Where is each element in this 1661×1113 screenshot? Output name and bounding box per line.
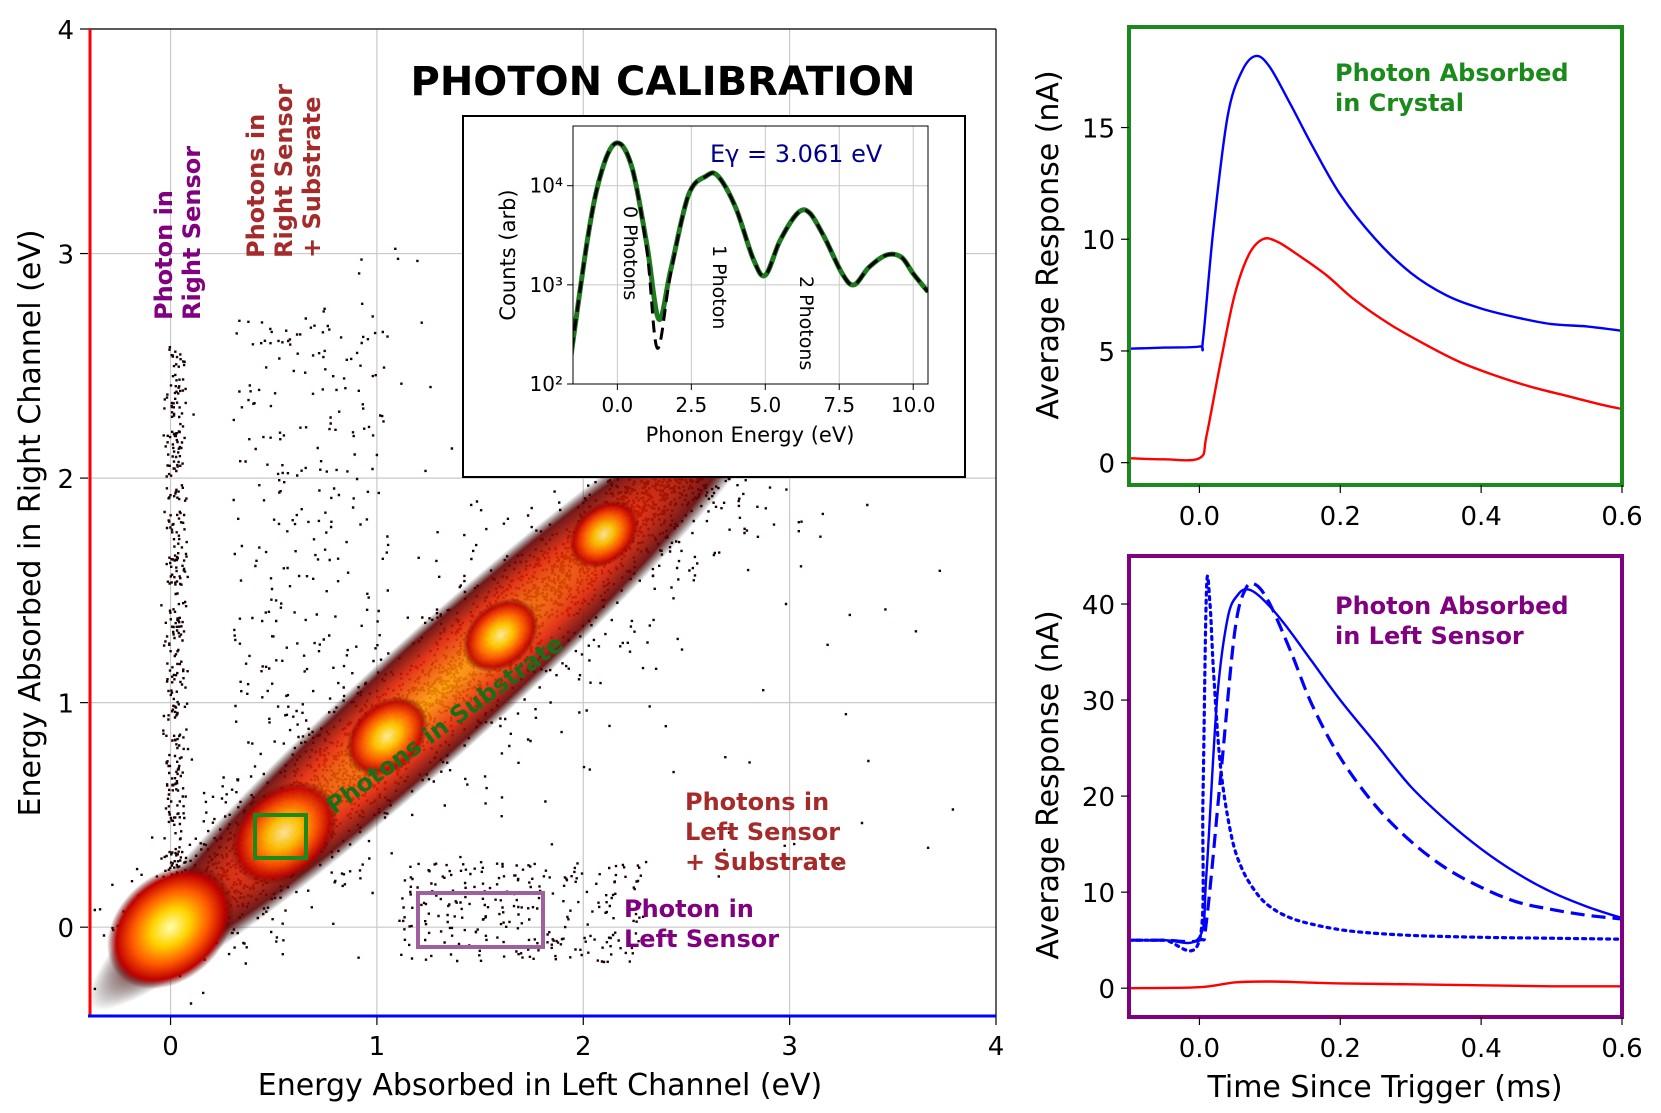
crystal-plot-ticks: 0.0 0.2 0.4 0.6 0 5 10 15	[1082, 115, 1643, 532]
inset-x-tick-label: 7.5	[823, 393, 855, 417]
selection-box-left-sensor	[416, 891, 545, 949]
main-y-tick-label: 0	[57, 914, 74, 944]
inset-spectrum-plot: 0.0 2.5 5.0 7.5 10.0 10² 10³ 10⁴ Phonon Energy …	[462, 115, 966, 478]
inset-frame	[462, 115, 966, 478]
inset-peak-label-2: 2 Photons	[795, 276, 817, 370]
left-sensor-y-tick-label: 10	[1082, 879, 1115, 909]
left-sensor-response-series	[1129, 574, 1622, 990]
selection-box-crystal	[253, 813, 308, 860]
inset-peak-label-2-text: 2 Photons	[795, 276, 817, 370]
left-sensor-plot-legend: Photon Absorbed in Left Sensor	[1335, 592, 1569, 650]
crystal-x-tick-label: 0.2	[1320, 502, 1361, 532]
inset-y-tick-label: 10⁴	[530, 174, 563, 198]
inset-x-tick-label: 2.5	[675, 393, 707, 417]
left-sensor-y-tick-label: 30	[1082, 687, 1115, 717]
left-sensor-plot-ticks: 0.0 0.2 0.4 0.6 0 10 20 30 40	[1082, 591, 1643, 1064]
inset-series	[573, 140, 928, 360]
left-sensor-series-blue-solid	[1129, 588, 1622, 945]
label-right-sensor: Photon inRight Sensor	[150, 146, 206, 320]
inset-peak-label-1-text: 1 Photon	[708, 245, 730, 329]
left-sensor-x-tick-label: 0.0	[1179, 1034, 1220, 1064]
main-y-tick-label: 1	[57, 690, 74, 720]
density-blob	[346, 696, 429, 777]
left-sensor-y-tick-label: 40	[1082, 591, 1115, 621]
inset-peak-label-0-text: 0 Photons	[619, 206, 641, 300]
left-sensor-x-tick-label: 0.6	[1601, 1034, 1642, 1064]
left-sensor-plot-x-label: Time Since Trigger (ms)	[1206, 1070, 1562, 1105]
main-y-label: Energy Absorbed in Right Channel (eV)	[13, 229, 48, 816]
inset-y-label: Counts (arb)	[496, 189, 520, 320]
inset-peak-label-0: 0 Photons	[619, 206, 641, 300]
main-scatter-plot: 0 1 2 3 4 0 1 2 3 4 PHOTON CALIBRATION Energy Abs…	[13, 16, 1004, 1103]
crystal-plot-y-label: Average Response (nA)	[1031, 70, 1066, 419]
left-sensor-y-tick-label: 0	[1098, 975, 1115, 1005]
main-x-tick-label: 0	[162, 1032, 179, 1062]
main-x-tick-label: 2	[575, 1032, 592, 1062]
main-y-tick-label: 2	[57, 465, 74, 495]
main-y-tick-label: 3	[57, 241, 74, 271]
crystal-y-tick-label: 0	[1098, 450, 1115, 480]
inset-peak-label-1: 1 Photon	[708, 245, 730, 329]
inset-ticks: 0.0 2.5 5.0 7.5 10.0 10² 10³ 10⁴	[530, 174, 936, 417]
crystal-y-tick-label: 15	[1082, 115, 1115, 145]
inset-series-fit	[573, 141, 928, 353]
left-sensor-series-blue-dotted	[1129, 574, 1622, 953]
label-right-sensor-substrate: Photons inRight Sensor+ Substrate	[242, 84, 326, 258]
inset-y-tick-label: 10³	[530, 273, 563, 297]
crystal-response-series	[1129, 54, 1622, 462]
crystal-series-red	[1129, 237, 1622, 462]
main-x-label: Energy Absorbed in Left Channel (eV)	[258, 1068, 822, 1103]
inset-x-label: Phonon Energy (eV)	[646, 423, 855, 447]
crystal-plot-frame	[1127, 25, 1624, 487]
inset-energy-annotation: Eγ = 3.061 eV	[710, 140, 883, 168]
left-sensor-series-blue-dashed	[1129, 581, 1622, 944]
main-x-tick-label: 3	[781, 1032, 798, 1062]
crystal-x-tick-label: 0.6	[1601, 502, 1642, 532]
main-x-tick-label: 1	[369, 1032, 386, 1062]
main-y-tick-label: 4	[57, 16, 74, 46]
label-left-sensor-substrate: Photons in Left Sensor + Substrate	[685, 788, 847, 876]
crystal-x-tick-label: 0.4	[1460, 502, 1501, 532]
label-left-sensor: Photon in Left Sensor	[624, 895, 779, 953]
crystal-y-tick-label: 5	[1098, 338, 1115, 368]
main-title: PHOTON CALIBRATION	[411, 59, 916, 105]
left-sensor-x-tick-label: 0.2	[1320, 1034, 1361, 1064]
density-blob	[569, 500, 639, 569]
left-sensor-y-tick-label: 20	[1082, 783, 1115, 813]
label-right-sensor-text: Photon inRight Sensor	[150, 146, 206, 320]
inset-x-tick-label: 10.0	[891, 393, 936, 417]
label-right-sensor-substrate-text: Photons inRight Sensor+ Substrate	[242, 84, 326, 258]
crystal-plot-legend: Photon Absorbed in Crystal	[1335, 59, 1569, 117]
inset-axes	[572, 125, 929, 385]
crystal-y-tick-label: 10	[1082, 226, 1115, 256]
crystal-x-tick-label: 0.0	[1179, 502, 1220, 532]
crystal-series-blue	[1129, 54, 1622, 352]
main-x-tick-label: 4	[988, 1032, 1005, 1062]
left-sensor-plot-y-label: Average Response (nA)	[1031, 610, 1066, 959]
left-sensor-plot-frame	[1127, 554, 1624, 1019]
main-ticks: 0 1 2 3 4 0 1 2 3 4	[57, 16, 1004, 1062]
inset-x-tick-label: 5.0	[749, 393, 781, 417]
crystal-response-plot: 0.0 0.2 0.4 0.6 0 5 10 15 Photon Absorbed in Cry…	[1031, 25, 1643, 532]
density-band	[88, 372, 790, 1011]
inset-y-tick-label: 10²	[530, 372, 563, 396]
left-sensor-x-tick-label: 0.4	[1460, 1034, 1501, 1064]
left-sensor-response-plot: 0.0 0.2 0.4 0.6 0 10 20 30 40 Photon Absorbed in …	[1031, 554, 1643, 1105]
density-blob	[106, 865, 235, 989]
density-blob	[462, 598, 539, 673]
left-sensor-series-red	[1129, 980, 1622, 990]
inset-x-tick-label: 0.0	[601, 393, 633, 417]
